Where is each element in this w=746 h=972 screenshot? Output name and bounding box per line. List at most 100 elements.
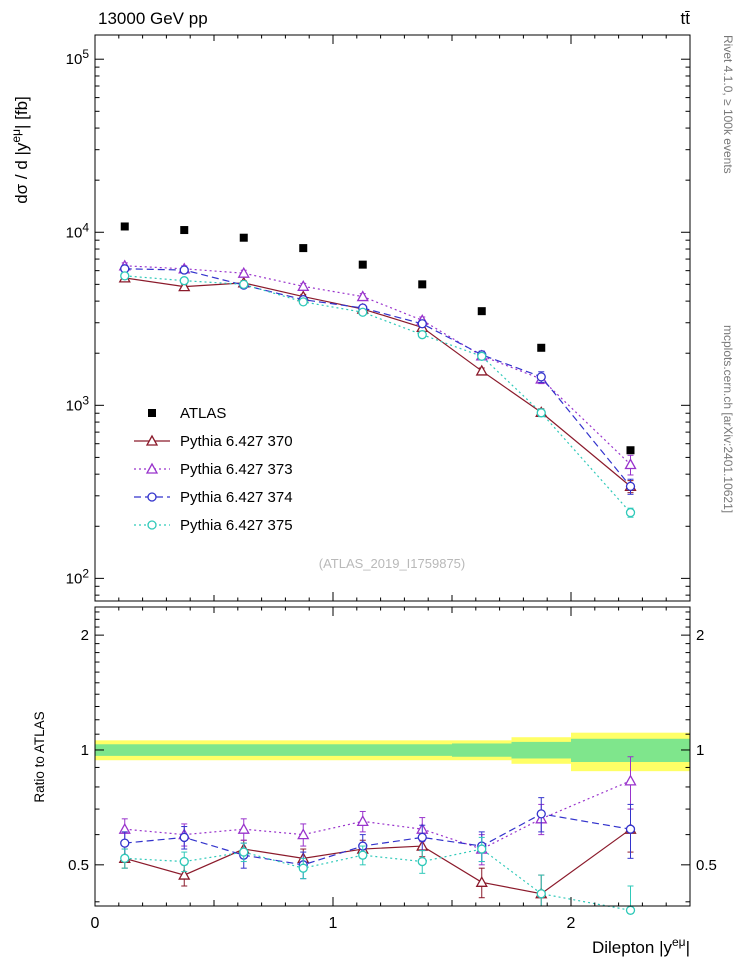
marker-circle — [147, 520, 157, 530]
marker-triangle — [297, 279, 310, 291]
green-band-bin — [571, 738, 690, 763]
series-line — [124, 277, 631, 487]
x-axis-label: Dilepton |yeμ| — [592, 935, 690, 957]
marker-circle — [477, 844, 487, 854]
marker-square — [477, 307, 486, 316]
marker-circle — [625, 905, 636, 915]
ratio-tick-label-left: 0.5 — [68, 857, 89, 874]
analysis-watermark: (ATLAS_2019_I1759875) — [319, 556, 465, 571]
marker-square — [418, 280, 427, 289]
marker-square — [358, 260, 367, 269]
green-band-bin — [273, 744, 333, 756]
legend-label: Pythia 6.427 370 — [180, 433, 293, 450]
marker-circle — [536, 809, 546, 819]
marker-circle — [536, 408, 546, 418]
beam-energy-title: 13000 GeV pp — [98, 9, 208, 28]
marker-circle — [179, 265, 189, 275]
marker-circle — [417, 319, 427, 329]
marker-circle — [239, 279, 249, 290]
ratio-tick-label-right: 0.5 — [696, 857, 717, 874]
top-panel-frame — [94, 34, 691, 602]
top-series-atlas — [120, 222, 635, 455]
marker-triangle — [356, 290, 369, 302]
y-tick-label-power: 102 — [66, 566, 90, 587]
marker-circle — [179, 832, 189, 843]
legend-label: Pythia 6.427 373 — [180, 461, 293, 478]
axis-ticks: 0 1 2 102 103 104 105 0.5 0.5 1 1 2 2 — [66, 35, 717, 932]
ylabel-superscript: eμ — [9, 129, 23, 143]
marker-triangle — [624, 458, 637, 470]
top-series-pythia-6-427-375 — [120, 271, 636, 518]
ratio-uncertainty-bands — [95, 732, 690, 772]
green-band-bin — [95, 744, 155, 756]
x-tick-label: 0 — [91, 915, 100, 932]
marker-circle — [147, 492, 157, 502]
marker-circle — [625, 824, 636, 834]
ratio-panel-frame — [94, 606, 691, 907]
marker-square — [239, 233, 248, 242]
legend-label: Pythia 6.427 375 — [180, 517, 293, 534]
process-title: tt̄ — [681, 9, 691, 28]
marker-circle — [625, 507, 636, 518]
marker-circle — [417, 856, 427, 867]
marker-triangle — [178, 280, 191, 292]
green-band-bin — [214, 744, 274, 756]
series-line — [124, 848, 631, 911]
green-band-bin — [333, 744, 393, 756]
series-line — [124, 780, 631, 850]
ratio-tick-label-right: 2 — [696, 627, 704, 644]
marker-square — [299, 244, 308, 253]
marker-triangle — [237, 266, 250, 278]
ratio-tick-label-right: 1 — [696, 742, 704, 759]
top-series-pythia-6-427-374 — [120, 264, 636, 495]
marker-circle — [417, 330, 427, 340]
y-tick-label-power: 103 — [66, 393, 90, 414]
marker-triangle — [356, 815, 369, 827]
green-band-bin — [392, 744, 452, 756]
marker-circle — [417, 832, 427, 843]
marker-triangle — [145, 462, 159, 474]
ylabel-units: | [fb] — [12, 96, 31, 129]
top-series-pythia-6-427-370 — [118, 271, 637, 494]
marker-circle — [536, 372, 546, 382]
ratio-series-pythia-6-427-374 — [120, 797, 636, 880]
marker-circle — [120, 838, 130, 848]
marker-circle — [477, 351, 487, 361]
green-band-bin — [154, 744, 214, 756]
y-axis-label-ratio: Ratio to ATLAS — [32, 711, 47, 802]
marker-triangle — [624, 774, 637, 786]
marker-square — [120, 222, 129, 231]
x-tick-label: 1 — [329, 915, 338, 932]
legend-label: ATLAS — [180, 405, 226, 422]
marker-square — [180, 226, 189, 235]
xlabel-superscript: eμ — [672, 935, 686, 949]
ratio-series-pythia-6-427-375 — [120, 836, 636, 915]
marker-circle — [358, 307, 368, 317]
rivet-version-note: Rivet 4.1.0, ≥ 100k events — [721, 35, 735, 174]
green-band-bin — [511, 741, 571, 759]
marker-square — [537, 343, 546, 352]
marker-triangle — [178, 868, 191, 880]
marker-triangle — [145, 434, 159, 446]
series-line — [124, 813, 631, 866]
marker-circle — [179, 856, 189, 867]
marker-circle — [120, 853, 130, 863]
marker-square — [148, 409, 156, 417]
xlabel-main: Dilepton |y — [592, 938, 673, 957]
marker-circle — [358, 850, 368, 860]
ratio-tick-label-left: 1 — [81, 742, 89, 759]
series-line — [124, 268, 631, 487]
y-tick-label-power: 105 — [66, 47, 90, 68]
y-axis-label-top: dσ / d |yeμ| [fb] — [9, 96, 31, 204]
x-tick-label: 2 — [567, 915, 576, 932]
marker-triangle — [475, 875, 488, 887]
marker-circle — [120, 271, 130, 281]
mcplots-reference-note: mcplots.cern.ch [arXiv:2401.10621] — [721, 325, 735, 513]
marker-circle — [625, 481, 636, 492]
marker-square — [626, 446, 635, 455]
series-line — [124, 828, 631, 895]
marker-triangle — [297, 828, 310, 840]
marker-circle — [179, 276, 189, 286]
chart-layers: 0 1 2 102 103 104 105 0.5 0.5 1 1 2 2 ATLAS Pythia 6.4… — [66, 34, 717, 932]
marker-circle — [239, 847, 249, 857]
